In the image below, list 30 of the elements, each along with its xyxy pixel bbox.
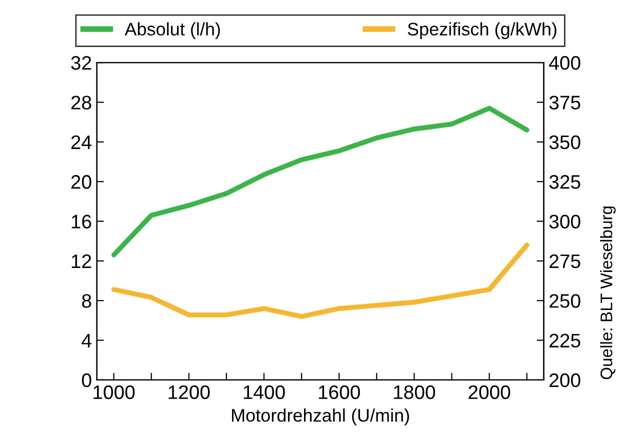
x-tick-label: 1400 — [244, 385, 285, 400]
y2-tick-label: 400 — [549, 56, 580, 70]
y2-tick-label: 300 — [549, 214, 580, 228]
y-tick-label: 12 — [72, 254, 92, 268]
line-series — [111, 242, 530, 319]
y-tick-label: 28 — [71, 96, 92, 110]
y-tick-label: 20 — [71, 175, 92, 189]
legend-label: Spezifisch (g/kWh) — [408, 22, 556, 40]
y2-tick-label: 225 — [550, 334, 580, 348]
y-tick-label: 32 — [71, 56, 92, 70]
x-axis-title: Motordrehzahl (U/min) — [232, 408, 409, 426]
line-series — [111, 106, 530, 258]
source-note: Quelle: BLT Wieselburg — [600, 206, 616, 380]
y-tick-label: 0 — [82, 373, 92, 388]
y2-tick-label: 325 — [549, 175, 580, 189]
y2-tick-label: 250 — [550, 294, 580, 308]
x-tick-label: 1600 — [318, 385, 360, 400]
y-tick-label: 24 — [71, 135, 92, 149]
x-tick-label: 2000 — [468, 385, 510, 400]
x-tick-label: 1000 — [94, 385, 135, 400]
y-tick-label: 16 — [72, 214, 92, 228]
y2-tick-label: 275 — [550, 254, 580, 268]
x-tick-label: 1200 — [168, 385, 210, 400]
y2-tick-label: 200 — [550, 373, 580, 388]
y2-tick-label: 375 — [549, 96, 580, 110]
y-tick-label: 8 — [82, 294, 92, 308]
y2-tick-label: 350 — [549, 135, 580, 150]
legend-label: Absolut (l/h) — [124, 22, 220, 40]
y-tick-label: 4 — [82, 334, 92, 348]
x-tick-label: 1800 — [394, 385, 436, 400]
